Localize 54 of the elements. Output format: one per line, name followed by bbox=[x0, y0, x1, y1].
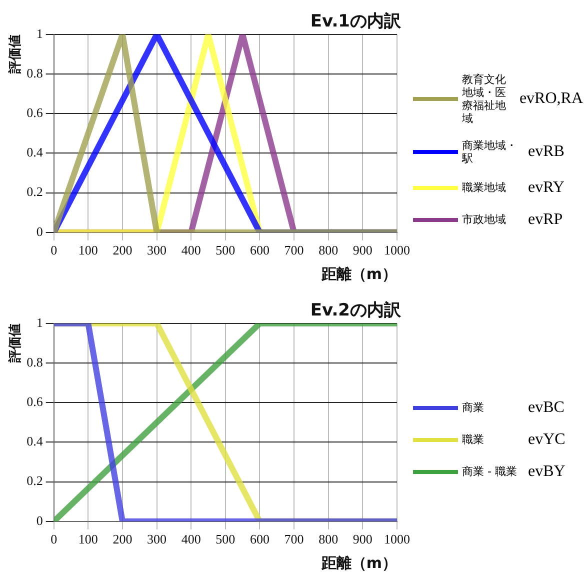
y-tick-label: 0.4 bbox=[26, 144, 44, 160]
x-tick-label: 900 bbox=[352, 532, 372, 547]
x-tick-label: 200 bbox=[112, 532, 132, 547]
y-tick-label: 0 bbox=[36, 512, 43, 528]
y-tick-label: 0.8 bbox=[26, 354, 43, 370]
legend-label: 職業 bbox=[462, 433, 485, 446]
y-tick-label: 0.6 bbox=[26, 105, 44, 120]
y-axis-title: 評価値 bbox=[7, 34, 24, 74]
x-tick-label: 1000 bbox=[384, 532, 410, 547]
legend-label: 市政地域 bbox=[462, 213, 507, 226]
y-tick-label: 0.4 bbox=[26, 434, 44, 449]
x-tick-label: 100 bbox=[78, 532, 98, 547]
chart-title: Ev.2の内訳 bbox=[310, 300, 402, 321]
x-axis-title: 距離（m） bbox=[320, 554, 397, 572]
x-tick-label: 400 bbox=[181, 242, 201, 258]
text: evBC bbox=[528, 398, 564, 416]
text: evYC bbox=[528, 430, 566, 448]
x-tick-label: 100 bbox=[78, 242, 98, 258]
x-tick-label: 600 bbox=[250, 532, 270, 547]
chart-title: Ev.1の内訳 bbox=[310, 12, 402, 32]
x-tick-label: 500 bbox=[216, 532, 236, 547]
x-tick-label: 600 bbox=[250, 242, 270, 258]
y-tick-label: 1 bbox=[36, 314, 43, 330]
x-axis-title: 距離（m） bbox=[320, 264, 397, 283]
legend-label: 商業地域・駅 bbox=[462, 138, 518, 164]
y-tick-label: 0.6 bbox=[26, 394, 44, 410]
x-tick-label: 200 bbox=[112, 242, 132, 258]
y-tick-label: 0.2 bbox=[26, 473, 43, 488]
y-axis-title: 評価値 bbox=[7, 323, 24, 364]
x-tick-label: 300 bbox=[147, 532, 167, 547]
legend-label: 商業 - 職業 bbox=[462, 465, 518, 478]
text: evRP bbox=[528, 210, 563, 228]
text: evRY bbox=[528, 178, 564, 196]
x-tick-label: 500 bbox=[216, 242, 236, 258]
x-tick-label: 800 bbox=[318, 532, 338, 547]
x-tick-label: 700 bbox=[284, 242, 304, 258]
x-tick-label: 800 bbox=[318, 242, 338, 258]
legend-label: 教育文化地域・医療福祉地域 bbox=[462, 72, 507, 124]
x-tick-label: 1000 bbox=[384, 242, 410, 258]
legend-label: 職業地域 bbox=[462, 181, 507, 194]
y-tick-label: 0.2 bbox=[26, 184, 43, 200]
text: evRB bbox=[528, 142, 564, 160]
x-tick-label: 300 bbox=[147, 242, 167, 258]
text: evRO,RA bbox=[519, 90, 583, 108]
x-tick-label: 400 bbox=[181, 532, 201, 547]
x-tick-label: 700 bbox=[284, 532, 304, 547]
x-tick-label: 0 bbox=[50, 242, 58, 258]
x-tick-label: 0 bbox=[50, 532, 58, 547]
y-tick-label: 1 bbox=[36, 26, 43, 41]
y-tick-label: 0 bbox=[36, 224, 43, 239]
text: evBY bbox=[528, 462, 566, 480]
x-tick-label: 900 bbox=[352, 242, 372, 258]
legend-label: 商業 bbox=[462, 401, 485, 414]
y-tick-label: 0.8 bbox=[26, 65, 43, 80]
